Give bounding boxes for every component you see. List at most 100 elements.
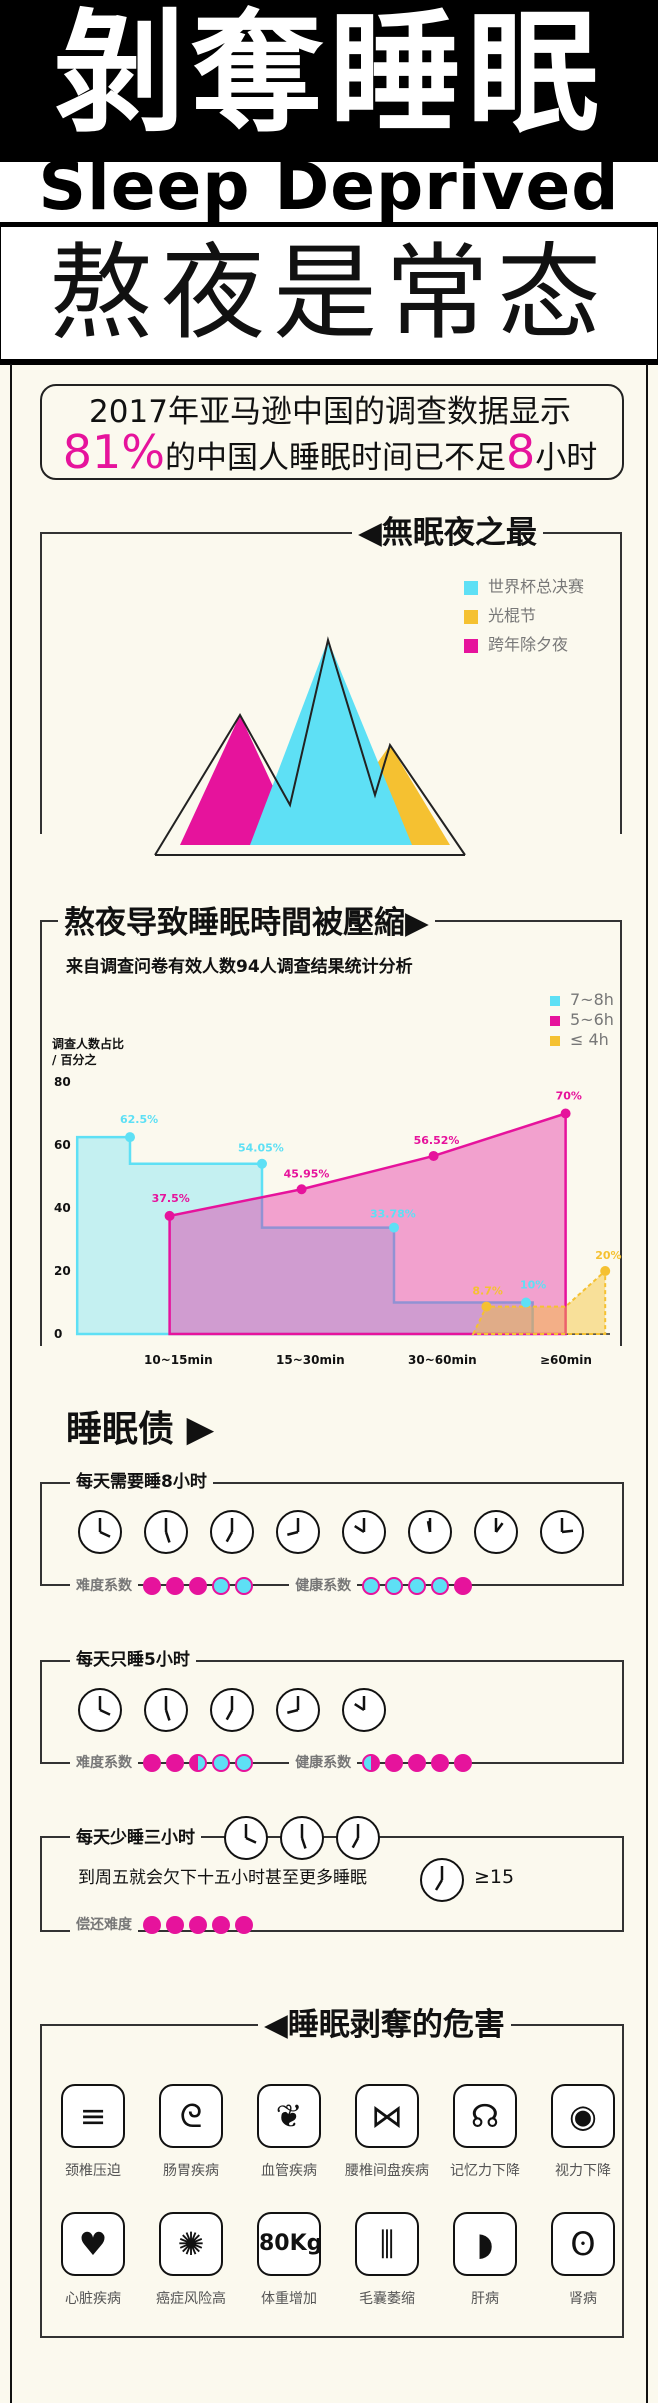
intro-mid: 的中国人睡眠时间已不足 (164, 440, 506, 476)
difficulty-label: 难度系数 (70, 1755, 138, 1771)
difficulty-dots (143, 1575, 258, 1595)
difficulty-label: 难度系数 (70, 1578, 138, 1594)
weight-icon: 80Kg (257, 2212, 322, 2276)
harm-label: 肝病 (471, 2291, 499, 2307)
lumbar-icon: ⋈ (355, 2084, 419, 2148)
harm-label: 颈椎压迫 (65, 2163, 121, 2179)
y-tick-label: 0 (54, 1327, 62, 1341)
debt-box-3h (40, 1836, 624, 1932)
harm-label: 视力下降 (555, 2163, 611, 2179)
harm-label: 心脏疾病 (65, 2291, 121, 2307)
data-point (296, 1184, 307, 1195)
eye-icon: ◉ (551, 2084, 615, 2148)
data-label: 62.5% (120, 1113, 158, 1126)
harm-label: 癌症风险高 (156, 2291, 226, 2307)
legend-item: 跨年除夕夜 (464, 630, 584, 659)
y-tick-label: 80 (54, 1075, 71, 1089)
clock-icon (224, 1816, 268, 1860)
clock-icon (342, 1688, 386, 1732)
sleep-compression-chart: 0 20 40 60 80 62.5% 54.05% 33.78% 10% 37.5% 45.95%… (54, 1075, 622, 1367)
legend-item: 7~8h (550, 990, 614, 1010)
ratings-row-8h: 难度系数 健康系数 (70, 1575, 477, 1595)
compress-subtitle: 来自调查问卷有效人数94人调查结果统计分析 (66, 957, 413, 977)
series-5-6h-area (168, 1111, 567, 1336)
intro-hours: 8 (505, 425, 536, 479)
y-tick-label: 60 (54, 1138, 71, 1152)
health-dots (362, 1752, 477, 1772)
harm-label: 毛囊萎缩 (359, 2291, 415, 2307)
brain-icon: ☊ (453, 2084, 517, 2148)
harm-item: 80Kg 体重增加 (234, 2212, 344, 2308)
ratings-row-5h: 难度系数 健康系数 (70, 1752, 477, 1772)
spine-icon: ≡ (61, 2084, 125, 2148)
clock-icon (420, 1858, 464, 1902)
data-point (600, 1266, 611, 1276)
legend-label: 光棍节 (488, 606, 537, 625)
mountain-cyan (250, 640, 412, 845)
series-le4h-area (471, 1268, 607, 1335)
intro-box (40, 384, 624, 480)
page-title-english: Sleep Deprived (38, 148, 620, 225)
y-tick-label: 20 (54, 1264, 71, 1278)
intro-percent: 81% (62, 425, 165, 479)
legend-item: 5~6h (550, 1010, 614, 1030)
sleepless-frame (40, 532, 622, 834)
clock-icon (280, 1816, 324, 1860)
data-point (428, 1150, 439, 1161)
data-label: 54.05% (238, 1142, 284, 1155)
harm-item: ⫼ 毛囊萎缩 (332, 2212, 442, 2308)
data-point (560, 1108, 571, 1119)
legend-swatch (550, 1035, 560, 1046)
subtitle-band (0, 226, 658, 365)
harm-label: 肠胃疾病 (163, 2163, 219, 2179)
clock-icon (276, 1510, 320, 1554)
clock-icon (540, 1510, 584, 1554)
y-tick-label: 40 (54, 1201, 71, 1215)
harm-label: 体重增加 (261, 2291, 317, 2307)
harm-item: ⋈ 腰椎间盘疾病 (332, 2084, 442, 2180)
y-axis-label-line1: 调查人数占比 (52, 1037, 125, 1051)
clock-icon (474, 1510, 518, 1554)
clock-icon (210, 1688, 254, 1732)
clock-icon (336, 1816, 380, 1860)
intro-line2: 81%的中国人睡眠时间已不足8小时 (40, 429, 620, 478)
header-english-band (0, 158, 658, 226)
compress-legend: 7~8h 5~6h ≤ 4h (550, 990, 614, 1050)
stomach-icon: ᘓ (159, 2084, 223, 2148)
debt-box-3h-heading: 每天少睡三小时 (70, 1826, 201, 1850)
data-label: 10% (520, 1279, 546, 1292)
hair-icon: ⫼ (355, 2212, 419, 2276)
legend-item: 世界杯总决赛 (464, 572, 584, 601)
debt-box-8h-heading: 每天需要睡8小时 (70, 1470, 213, 1494)
legend-label: 7~8h (570, 990, 614, 1009)
data-point (389, 1222, 399, 1233)
clock-icon (276, 1688, 320, 1732)
legend-swatch (550, 1015, 560, 1026)
cell-icon: ✺ (159, 2212, 223, 2276)
clock-icon (342, 1510, 386, 1554)
debt-title: 睡眠债 ▶ (66, 1409, 215, 1450)
clock-icon (210, 1510, 254, 1554)
page-title: 剝奪睡眠 (53, 0, 605, 151)
header-title-band (0, 0, 658, 150)
data-label: 70% (556, 1090, 582, 1103)
liver-icon: ◗ (453, 2212, 517, 2276)
data-point (521, 1297, 531, 1308)
x-tick-label: 10~15min (144, 1353, 213, 1367)
debt-box-3h-line2: 到周五就会欠下十五小时甚至更多睡眠 (78, 1868, 367, 1888)
health-dots (362, 1575, 477, 1595)
harm-item: ♥ 心脏疾病 (38, 2212, 148, 2308)
harm-item: ◗ 肝病 (430, 2212, 540, 2308)
page-subtitle: 熬夜是常态 (48, 232, 609, 354)
sleepless-legend: 世界杯总决赛 光棍节 跨年除夕夜 (464, 572, 584, 659)
difficulty-dots (143, 1752, 258, 1772)
clock-icon (144, 1688, 188, 1732)
legend-label: 5~6h (570, 1010, 614, 1029)
harm-label: 腰椎间盘疾病 (345, 2163, 429, 2179)
harm-item: ◉ 视力下降 (528, 2084, 638, 2180)
compress-title: 熬夜导致睡眠時間被壓縮▶ (58, 902, 435, 944)
vessel-icon: ❦ (257, 2084, 321, 2148)
heart-icon: ♥ (61, 2212, 125, 2276)
clock-icon (144, 1510, 188, 1554)
legend-item: 光棍节 (464, 601, 584, 630)
